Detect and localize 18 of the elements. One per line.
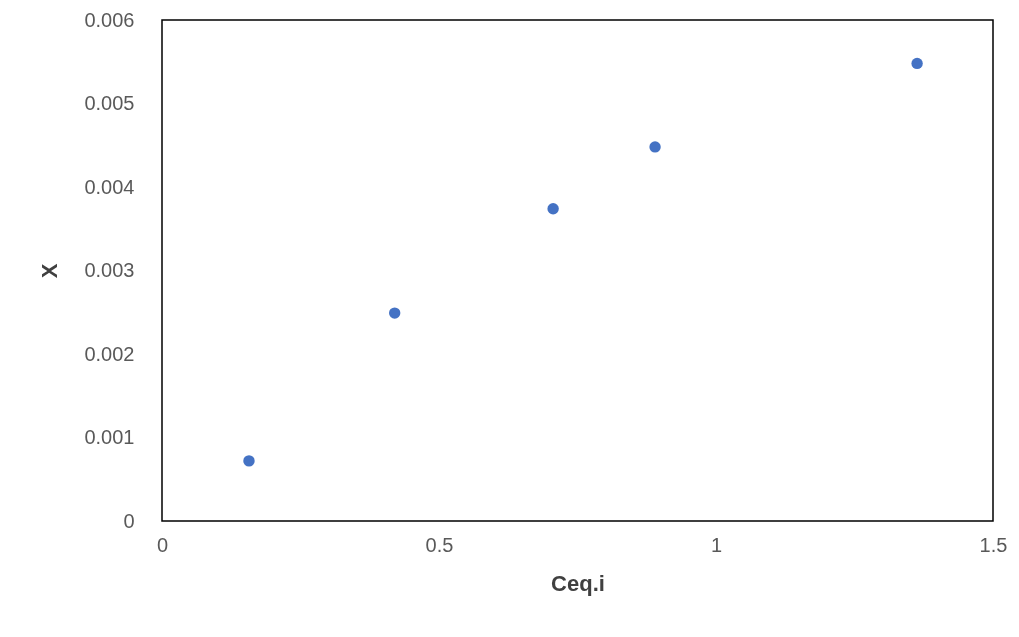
- point: [243, 455, 255, 467]
- x-axis-title: Ceq.i: [551, 570, 605, 596]
- y-tick-label: 0.004: [84, 175, 135, 198]
- y-tick-label: 0.006: [84, 8, 135, 31]
- y-tick-label: 0.002: [84, 342, 135, 365]
- y-tick-label: 0.005: [84, 92, 135, 114]
- point: [911, 57, 923, 70]
- y-tick-label: 0: [123, 509, 135, 532]
- x-tick-label: 1: [710, 533, 723, 556]
- x-tick-label: 1.5: [979, 533, 1008, 556]
- y-tick-label: 0.003: [84, 259, 135, 281]
- x-tick-label: 0.5: [425, 533, 454, 556]
- y-tick-label: 0.001: [84, 426, 135, 448]
- x-tick-label: 0: [156, 533, 169, 556]
- point: [649, 141, 661, 153]
- y-axis-title: X: [37, 263, 63, 279]
- point: [547, 203, 559, 215]
- point: [388, 307, 401, 319]
